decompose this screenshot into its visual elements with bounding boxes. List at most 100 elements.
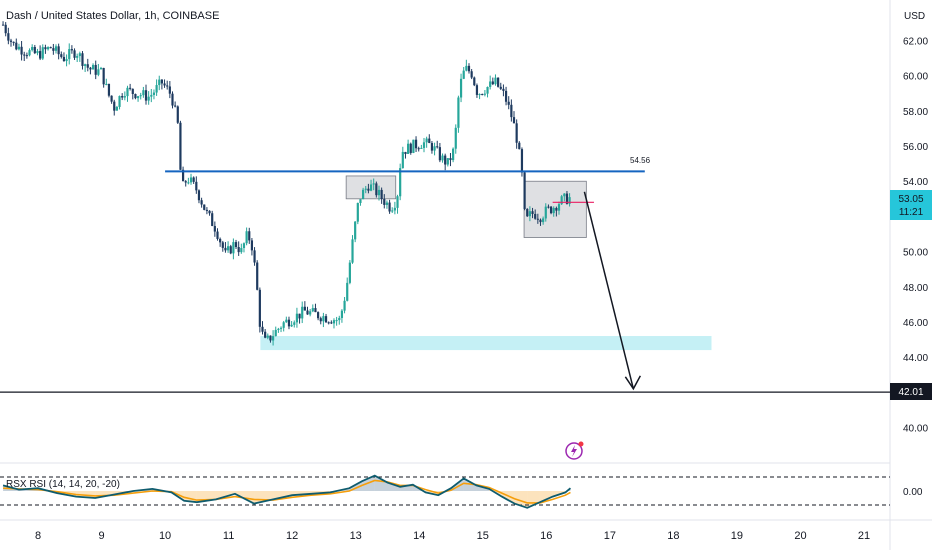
candle <box>205 207 209 215</box>
candle-body <box>523 172 526 209</box>
candle <box>475 83 479 98</box>
candle-body <box>205 209 209 211</box>
candle <box>375 181 378 198</box>
candle-body <box>274 329 277 337</box>
candle <box>412 139 415 154</box>
candle-body <box>179 122 182 170</box>
candle-body <box>41 47 44 59</box>
candle <box>436 140 439 149</box>
candle <box>504 86 508 106</box>
candle-body <box>367 188 370 191</box>
price-tick-label: 46.00 <box>903 318 928 329</box>
candle <box>491 77 494 86</box>
candle <box>298 313 301 324</box>
candle-body <box>507 101 510 105</box>
candle-body <box>491 81 494 85</box>
candle <box>250 238 254 256</box>
candle <box>391 207 394 213</box>
candle <box>467 63 471 74</box>
candle <box>68 43 71 65</box>
candle <box>340 309 344 323</box>
candle-body <box>399 168 402 197</box>
candle-body <box>295 313 299 323</box>
candle-body <box>234 242 238 248</box>
candle-body <box>433 146 436 151</box>
candle <box>264 329 267 339</box>
candle-body <box>152 92 156 95</box>
candle <box>271 330 275 346</box>
candle <box>547 204 550 209</box>
candle-body <box>354 221 357 240</box>
candle-body <box>417 148 420 150</box>
candle-body <box>213 225 216 232</box>
candle-body <box>372 183 375 185</box>
candle <box>486 86 489 98</box>
candle-body <box>293 322 296 325</box>
candle <box>528 206 531 222</box>
candle-body <box>383 199 386 205</box>
candle-body <box>39 51 42 59</box>
candle-body <box>89 67 92 70</box>
candle <box>285 316 288 323</box>
rsi-legend[interactable]: RSX RSI (14, 14, 20, -20) <box>6 479 120 490</box>
candle-body <box>105 83 108 85</box>
candle <box>144 84 148 105</box>
candle-body <box>467 65 471 72</box>
candle-body <box>316 312 320 319</box>
candle <box>277 327 280 333</box>
candle-body <box>459 78 463 98</box>
candle-body <box>494 77 497 85</box>
price-axis[interactable]: 62.00 60.00 58.00 56.00 54.00 50.00 48.00 46.00… <box>903 37 928 435</box>
candle <box>234 239 238 249</box>
candle <box>208 210 211 216</box>
candle-body <box>174 105 177 107</box>
candle-body <box>181 169 185 182</box>
candle <box>385 200 389 209</box>
candle-body <box>216 231 219 239</box>
candle-body <box>542 218 545 223</box>
time-tick-label: 8 <box>35 530 41 542</box>
candle <box>150 89 153 103</box>
candle-body <box>470 71 473 78</box>
candle <box>364 185 367 194</box>
candle <box>295 307 299 328</box>
candle-body <box>515 123 518 143</box>
candle <box>481 93 484 96</box>
time-tick-label: 16 <box>540 530 552 542</box>
candle <box>221 240 224 252</box>
candle <box>396 194 399 214</box>
candle <box>73 48 76 60</box>
candle-body <box>91 64 95 70</box>
candle-body <box>84 64 87 66</box>
candle <box>359 199 362 206</box>
candle <box>41 44 44 61</box>
candle <box>428 134 431 144</box>
candle-body <box>163 83 166 86</box>
candle-body <box>184 181 187 183</box>
price-tick-label: 56.00 <box>903 142 928 153</box>
candle-body <box>68 49 71 60</box>
candle <box>123 91 126 101</box>
candle <box>171 91 174 109</box>
time-tick-label: 20 <box>794 530 806 542</box>
candle <box>57 43 60 60</box>
symbol-title[interactable]: Dash / United States Dollar, 1h, COINBAS… <box>6 10 219 22</box>
candle <box>430 141 434 154</box>
time-axis[interactable]: 8 9 10 11 12 13 14 15 16 17 18 19 20 21 <box>35 530 870 542</box>
candle <box>457 95 460 133</box>
candle-body <box>499 86 502 89</box>
rsi-fill <box>387 482 401 491</box>
candle <box>86 58 89 72</box>
time-tick-label: 21 <box>858 530 870 542</box>
alert-icon[interactable] <box>565 441 584 460</box>
candle-body <box>309 311 312 315</box>
candle-body <box>107 83 111 96</box>
candle <box>531 207 534 219</box>
candle <box>44 44 47 54</box>
time-tick-label: 13 <box>350 530 362 542</box>
candle-body <box>208 210 211 214</box>
candle <box>274 326 277 337</box>
candle-body <box>303 306 306 311</box>
